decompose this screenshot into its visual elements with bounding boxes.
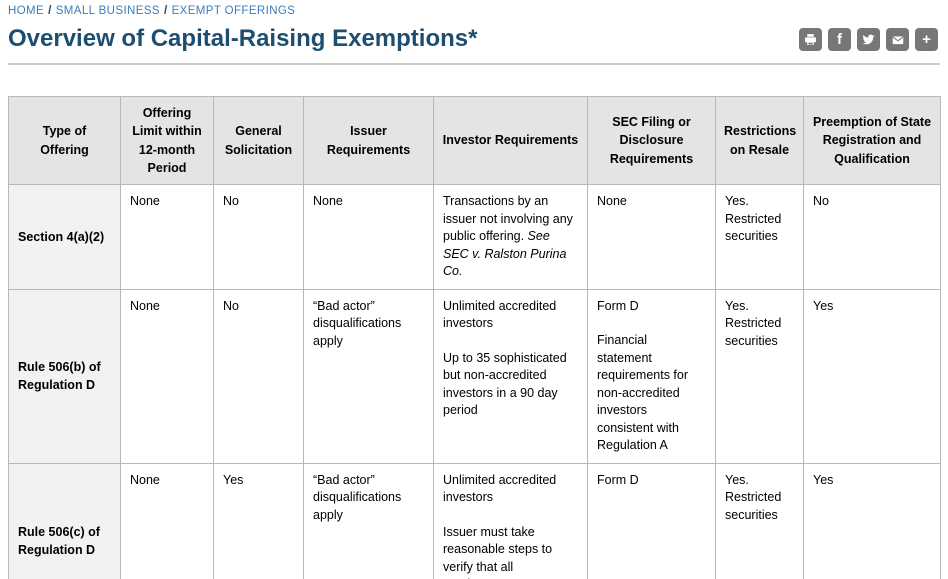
share-bar: f +: [799, 28, 938, 51]
breadcrumb-separator: /: [48, 5, 52, 17]
table-row: Rule 506(b) of Regulation D None No “Bad ac…: [8, 288, 941, 464]
table-cell: None: [587, 184, 716, 290]
table-cell: None: [303, 184, 434, 290]
table-cell: Yes: [803, 288, 941, 464]
breadcrumb-link-small-business[interactable]: SMALL BUSINESS: [55, 5, 160, 17]
table-cell: Unlimited accredited investors Issuer mus…: [433, 462, 588, 579]
breadcrumb-link-home[interactable]: HOME: [8, 5, 45, 17]
table-cell: No: [213, 288, 304, 464]
email-button[interactable]: [886, 28, 909, 51]
exemptions-table: Type of Offering Offering Limit within 12…: [8, 96, 941, 579]
column-header: Issuer Requirements: [303, 96, 434, 185]
table-cell: Yes: [213, 462, 304, 579]
table-cell: Transactions by an issuer not involving …: [433, 184, 588, 290]
table-cell: “Bad actor” disqualifications apply: [303, 462, 434, 579]
table-cell: No: [213, 184, 304, 290]
table-cell: Form D: [587, 462, 716, 579]
row-header: Rule 506(b) of Regulation D: [8, 288, 121, 464]
column-header: Investor Requirements: [433, 96, 588, 185]
twitter-button[interactable]: [857, 28, 880, 51]
breadcrumb: HOME / SMALL BUSINESS / EXEMPT OFFERINGS: [8, 4, 940, 18]
table-cell: Form D Financial statement requirements f…: [587, 288, 716, 464]
table-row: Rule 506(c) of Regulation D None Yes “Bad a…: [8, 462, 941, 579]
table-row: Section 4(a)(2) None No None Transactions by…: [8, 184, 941, 290]
printer-icon: [804, 33, 817, 46]
table-cell: None: [120, 184, 214, 290]
table-cell: Yes. Restricted securities: [715, 288, 804, 464]
table-cell: None: [120, 288, 214, 464]
more-share-button[interactable]: +: [915, 28, 938, 51]
row-header: Section 4(a)(2): [8, 184, 121, 290]
table-cell: Yes. Restricted securities: [715, 462, 804, 579]
table-cell: Unlimited accredited investors Up to 35 s…: [433, 288, 588, 464]
twitter-icon: [862, 33, 875, 46]
facebook-button[interactable]: f: [828, 28, 851, 51]
column-header: General Solicitation: [213, 96, 304, 185]
table-cell: No: [803, 184, 941, 290]
column-header: Preemption of State Registration and Qua…: [803, 96, 941, 185]
column-header: Type of Offering: [8, 96, 121, 185]
email-icon: [891, 33, 905, 47]
facebook-icon: f: [837, 31, 842, 48]
title-divider: [8, 63, 940, 65]
plus-icon: +: [922, 31, 931, 48]
column-header: Restrictions on Resale: [715, 96, 804, 185]
table-cell: Yes. Restricted securities: [715, 184, 804, 290]
table-cell: None: [120, 462, 214, 579]
column-header: SEC Filing or Disclosure Requirements: [587, 96, 716, 185]
column-header: Offering Limit within 12-month Period: [120, 96, 214, 185]
table-header-row: Type of Offering Offering Limit within 12…: [8, 96, 941, 185]
table-cell: Yes: [803, 462, 941, 579]
print-button[interactable]: [799, 28, 822, 51]
breadcrumb-link-exempt-offerings[interactable]: EXEMPT OFFERINGS: [171, 5, 296, 17]
table-cell: “Bad actor” disqualifications apply: [303, 288, 434, 464]
row-header: Rule 506(c) of Regulation D: [8, 462, 121, 579]
page-title: Overview of Capital-Raising Exemptions*: [8, 25, 478, 52]
breadcrumb-separator: /: [163, 5, 168, 17]
